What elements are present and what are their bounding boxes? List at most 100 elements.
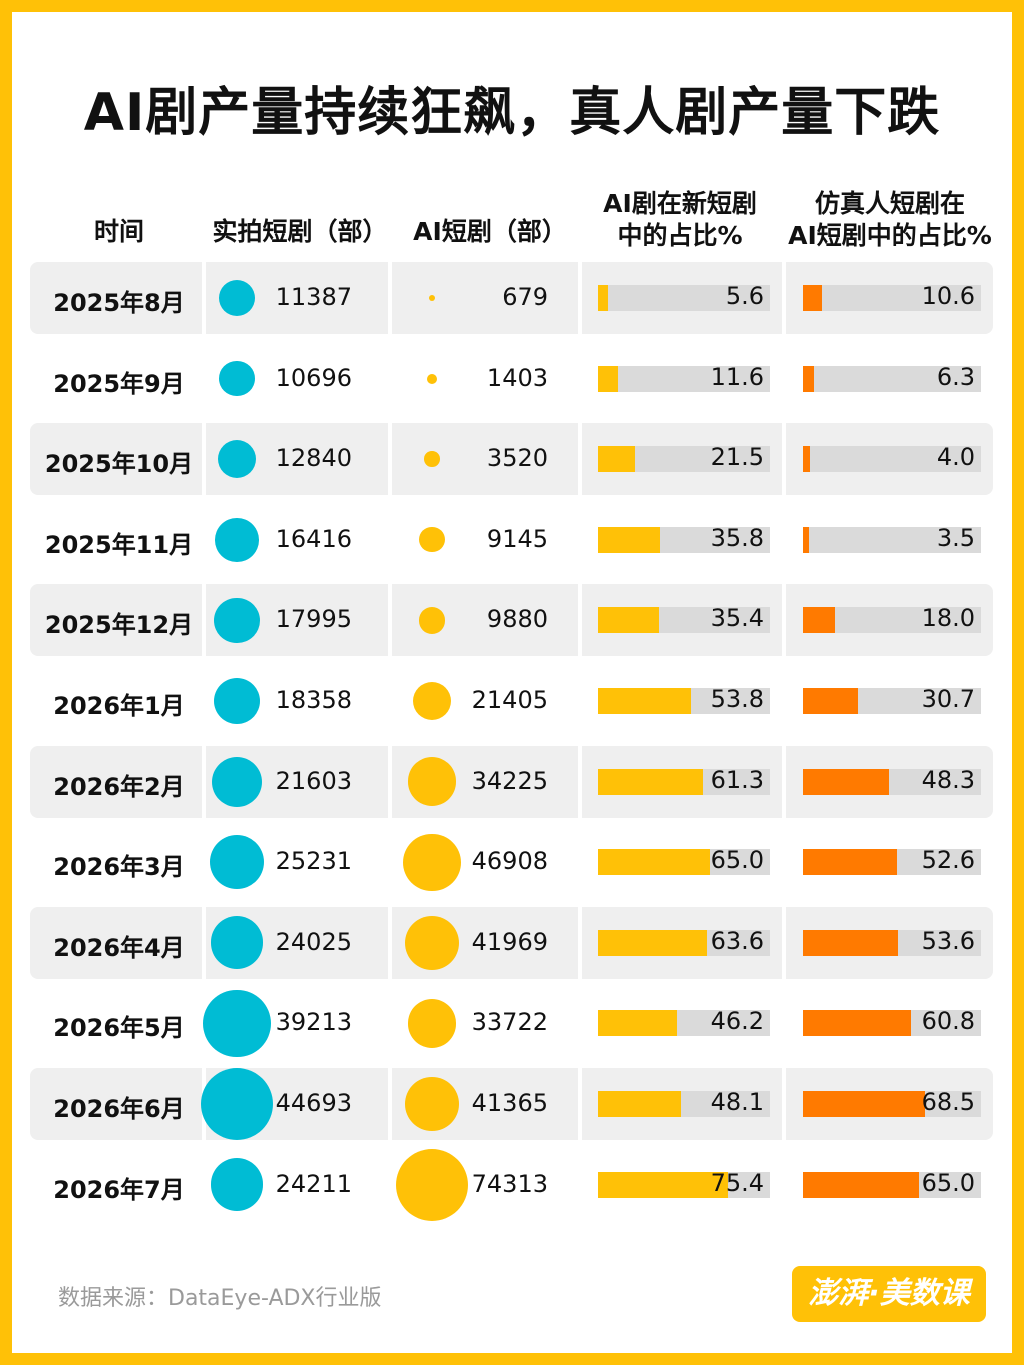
sim-share-value: 68.5	[921, 1088, 975, 1116]
sim-share-value: 53.6	[921, 926, 975, 955]
header-time: 时间	[93, 217, 144, 246]
row-time-label: 2025年10月	[44, 450, 194, 479]
sim-share-bar-track: 18.0	[803, 604, 981, 634]
column-divider	[578, 906, 582, 979]
sim-share-bar-track: 30.7	[803, 685, 981, 714]
sim-share-bar-track: 65.0	[803, 1168, 981, 1198]
ai-drama-value: 41365	[471, 1089, 548, 1117]
ai-share-value: 5.6	[725, 282, 764, 310]
source-note: 数据来源：DataEye-ADX行业版	[58, 1286, 382, 1311]
sim-share-bar	[803, 446, 811, 473]
real-drama-dot	[211, 756, 263, 807]
real-drama-value: 21603	[275, 766, 352, 795]
sim-share-value: 65.0	[921, 1168, 975, 1197]
column-divider	[388, 1068, 392, 1140]
ai-share-value: 46.2	[710, 1007, 764, 1036]
ai-share-bar	[598, 849, 710, 876]
real-drama-value: 10696	[275, 363, 352, 392]
header-ai-share-1: AI剧在新短剧	[603, 189, 757, 218]
real-drama-dot	[209, 835, 265, 890]
row-time-label: 2026年4月	[53, 933, 185, 962]
row-time-label: 2026年7月	[53, 1175, 185, 1204]
ai-share-value: 48.1	[710, 1088, 764, 1116]
real-drama-dot	[219, 360, 255, 397]
page-title: AI剧产量持续狂飙，真人剧产量下跌	[83, 83, 941, 143]
ai-share-bar-track: 11.6	[598, 363, 770, 392]
column-divider	[578, 745, 582, 818]
row-time-label: 2025年8月	[53, 289, 185, 317]
publisher-logo: 澎湃·美数课	[792, 1266, 986, 1322]
ai-share-value: 53.8	[710, 685, 764, 713]
sim-share-bar-track: 48.3	[803, 766, 981, 795]
ai-share-bar	[598, 768, 704, 795]
ai-share-bar	[598, 526, 660, 553]
ai-drama-dot	[428, 294, 436, 302]
real-drama-dot	[201, 1068, 273, 1140]
column-divider	[202, 423, 206, 496]
sim-share-bar	[803, 688, 858, 714]
column-divider	[782, 745, 786, 818]
sim-share-bar	[803, 849, 897, 876]
header-sim-share-1: 仿真人短剧在	[814, 189, 965, 218]
sim-share-value: 3.5	[936, 523, 975, 552]
ai-drama-value: 9880	[486, 605, 548, 634]
sim-share-bar	[803, 1010, 912, 1037]
column-divider	[202, 745, 206, 818]
sim-share-bar	[803, 607, 836, 634]
column-divider	[578, 1068, 582, 1140]
real-drama-value: 17995	[275, 605, 352, 634]
ai-drama-value: 33722	[471, 1008, 548, 1037]
header-real: 实拍短剧（部）	[212, 217, 388, 246]
ai-share-bar	[598, 1010, 678, 1037]
ai-drama-dot	[419, 527, 445, 553]
column-divider	[578, 584, 582, 657]
column-divider	[388, 745, 392, 818]
sim-share-value: 10.6	[921, 282, 975, 310]
ai-share-bar-track: 35.4	[598, 604, 770, 634]
sim-share-bar-track: 52.6	[803, 846, 981, 876]
ai-drama-dot	[412, 681, 452, 721]
column-divider	[202, 584, 206, 657]
ai-share-bar	[598, 365, 618, 392]
sim-share-value: 18.0	[921, 604, 975, 633]
ai-share-bar	[598, 688, 691, 714]
real-drama-value: 44693	[275, 1089, 352, 1117]
ai-share-bar	[598, 607, 659, 634]
ai-drama-dot	[403, 833, 461, 891]
sim-share-bar-track: 10.6	[803, 282, 981, 311]
column-divider	[202, 262, 206, 334]
row-time-label: 2025年9月	[53, 369, 185, 398]
real-drama-value: 18358	[275, 686, 352, 714]
real-drama-value: 16416	[275, 524, 352, 553]
ai-share-bar	[598, 1171, 728, 1198]
sim-share-bar-track: 53.6	[803, 926, 981, 956]
ai-drama-dot	[405, 1077, 459, 1131]
header-ai-share-2: 中的占比%	[617, 221, 743, 250]
ai-share-bar-track: 53.8	[598, 685, 770, 714]
ai-drama-dot	[404, 915, 460, 970]
ai-drama-dot	[407, 999, 457, 1048]
column-divider	[388, 584, 392, 657]
real-drama-value: 24025	[275, 927, 352, 956]
ai-drama-value: 3520	[486, 444, 548, 473]
column-divider	[782, 584, 786, 657]
ai-drama-dot	[424, 451, 440, 468]
ai-share-value: 35.4	[710, 604, 764, 633]
ai-share-value: 61.3	[710, 765, 764, 794]
sim-share-bar	[803, 526, 810, 553]
sim-share-bar-track: 6.3	[803, 362, 981, 392]
column-divider	[388, 262, 392, 334]
row-time-label: 2025年12月	[44, 611, 194, 640]
ai-drama-value: 679	[502, 283, 548, 311]
ai-share-value: 65.0	[710, 846, 764, 875]
real-drama-value: 39213	[275, 1008, 352, 1037]
ai-share-bar-track: 46.2	[598, 1007, 770, 1037]
ai-drama-value: 46908	[471, 847, 548, 876]
sim-share-bar-track: 4.0	[803, 443, 981, 473]
real-drama-dot	[214, 597, 260, 644]
sim-share-bar	[803, 285, 822, 311]
column-divider	[782, 262, 786, 334]
sim-share-value: 6.3	[936, 362, 975, 391]
sim-share-bar	[803, 1171, 919, 1198]
sim-share-bar	[803, 1091, 925, 1117]
